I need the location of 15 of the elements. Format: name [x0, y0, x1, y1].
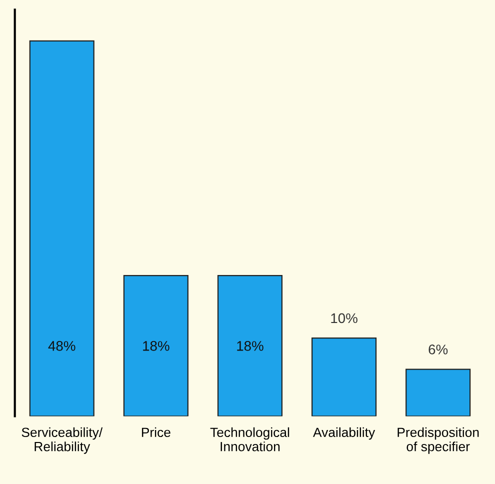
bar: [217, 274, 283, 416]
data-label: 10%: [331, 313, 358, 324]
x-tick-label: Price: [142, 427, 170, 438]
data-label: 6%: [428, 344, 448, 354]
x-tick-label: Predisposition of specifier: [398, 427, 479, 454]
x-tick-label: Serviceability/ Reliability: [22, 427, 103, 454]
data-label: 48%: [48, 341, 76, 351]
bar: [123, 274, 188, 416]
x-tick-label: Technological Innovation: [210, 427, 290, 452]
bar: [406, 368, 471, 416]
data-label: 18%: [237, 341, 264, 351]
x-tick-label: Availability: [313, 427, 376, 440]
data-label: 18%: [143, 341, 170, 351]
bar: [29, 40, 94, 416]
bar: [311, 338, 377, 416]
